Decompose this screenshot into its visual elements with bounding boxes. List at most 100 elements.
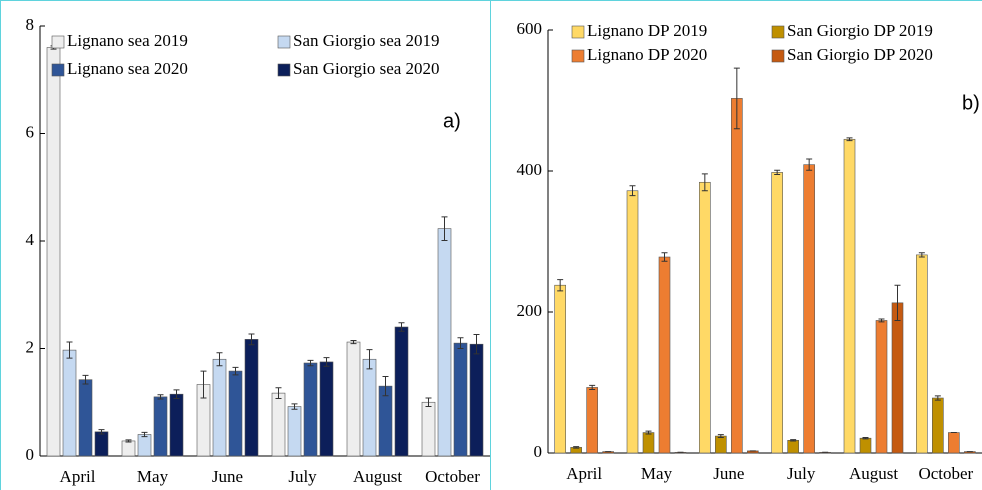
x-tick-label: October — [425, 467, 480, 486]
y-tick-label: 200 — [517, 301, 543, 320]
legend-label: Lignano sea 2020 — [67, 59, 188, 78]
error-bar — [323, 357, 330, 367]
bar — [554, 284, 566, 454]
bar — [362, 358, 377, 457]
legend-swatch — [571, 25, 585, 39]
error-bar — [200, 370, 207, 399]
error-bar — [216, 352, 223, 367]
bar — [346, 341, 361, 457]
error-bar — [382, 375, 389, 397]
error-bar — [894, 284, 901, 321]
error-bar — [173, 389, 180, 399]
legend-swatch — [771, 25, 785, 39]
bar — [78, 379, 93, 457]
legend-label: Lignano DP 2019 — [587, 21, 707, 40]
error-bar — [307, 359, 314, 367]
bar — [121, 440, 136, 457]
x-tick-label: June — [713, 464, 744, 483]
y-tick-label: 2 — [26, 337, 35, 356]
bar — [731, 98, 743, 454]
legend-label: San Giorgio DP 2019 — [787, 21, 933, 40]
error-bar — [248, 333, 255, 346]
x-tick-label: May — [641, 464, 673, 483]
legend-swatch — [51, 35, 65, 49]
bar — [319, 361, 334, 457]
y-tick-label: 0 — [26, 445, 35, 464]
error-bar — [934, 395, 941, 401]
error-bar — [733, 67, 740, 130]
error-bar — [366, 349, 373, 370]
bar — [891, 302, 904, 454]
bar — [715, 435, 727, 454]
x-tick-label: July — [787, 464, 816, 483]
error-bar — [774, 169, 781, 176]
bar — [948, 432, 960, 454]
legend-swatch — [771, 49, 785, 63]
x-tick-label: April — [566, 464, 602, 483]
bar — [771, 172, 783, 454]
bar — [378, 385, 393, 457]
error-bar — [441, 216, 448, 241]
bar — [787, 440, 799, 454]
bar — [271, 392, 286, 457]
error-bar — [232, 366, 239, 376]
bar — [859, 437, 872, 454]
y-tick-label: 0 — [534, 442, 543, 461]
error-bar — [66, 341, 73, 359]
error-bar — [473, 334, 480, 355]
error-bar — [398, 322, 405, 332]
error-bar — [645, 430, 652, 435]
bar — [169, 393, 184, 457]
bar — [932, 397, 944, 454]
error-bar — [573, 446, 580, 449]
error-bar — [425, 397, 432, 408]
annotation: b) — [962, 92, 980, 114]
bar — [46, 47, 61, 457]
x-tick-label: August — [353, 467, 402, 486]
y-tick-label: 8 — [26, 15, 35, 34]
legend-label: San Giorgio sea 2020 — [293, 59, 440, 78]
bar — [421, 401, 436, 457]
bar — [469, 343, 484, 457]
x-tick-label: October — [918, 464, 973, 483]
bar — [228, 370, 243, 457]
x-tick-label: June — [212, 467, 243, 486]
error-bar — [918, 252, 925, 258]
error-bar — [291, 403, 298, 410]
legend-swatch — [51, 63, 65, 77]
y-tick-label: 400 — [517, 160, 543, 179]
bar — [658, 256, 671, 454]
bar — [94, 431, 109, 457]
bar — [303, 362, 318, 457]
bar — [916, 254, 928, 454]
bar — [244, 339, 259, 457]
legend-label: San Giorgio DP 2020 — [787, 45, 933, 64]
legend-swatch — [571, 49, 585, 63]
bar — [699, 181, 711, 454]
bar — [437, 228, 452, 457]
legend-label: Lignano sea 2019 — [67, 31, 188, 50]
error-bar — [275, 387, 282, 399]
bar — [586, 387, 598, 454]
error-bar — [557, 279, 564, 292]
bar — [843, 138, 856, 454]
x-tick-label: August — [849, 464, 898, 483]
error-bar — [157, 394, 164, 400]
error-bar — [790, 439, 797, 442]
error-bar — [125, 439, 132, 443]
bar — [212, 358, 227, 457]
legend-label: Lignano DP 2020 — [587, 45, 707, 64]
error-bar — [82, 374, 89, 385]
legend-swatch — [277, 35, 291, 49]
error-bar — [717, 434, 724, 438]
x-tick-label: April — [60, 467, 96, 486]
bar — [62, 349, 77, 457]
error-bar — [862, 436, 869, 440]
error-bar — [141, 431, 148, 438]
bar — [642, 432, 655, 454]
error-bar — [457, 337, 464, 349]
annotation: a) — [443, 110, 461, 132]
error-bar — [98, 429, 105, 435]
bar — [137, 434, 152, 457]
